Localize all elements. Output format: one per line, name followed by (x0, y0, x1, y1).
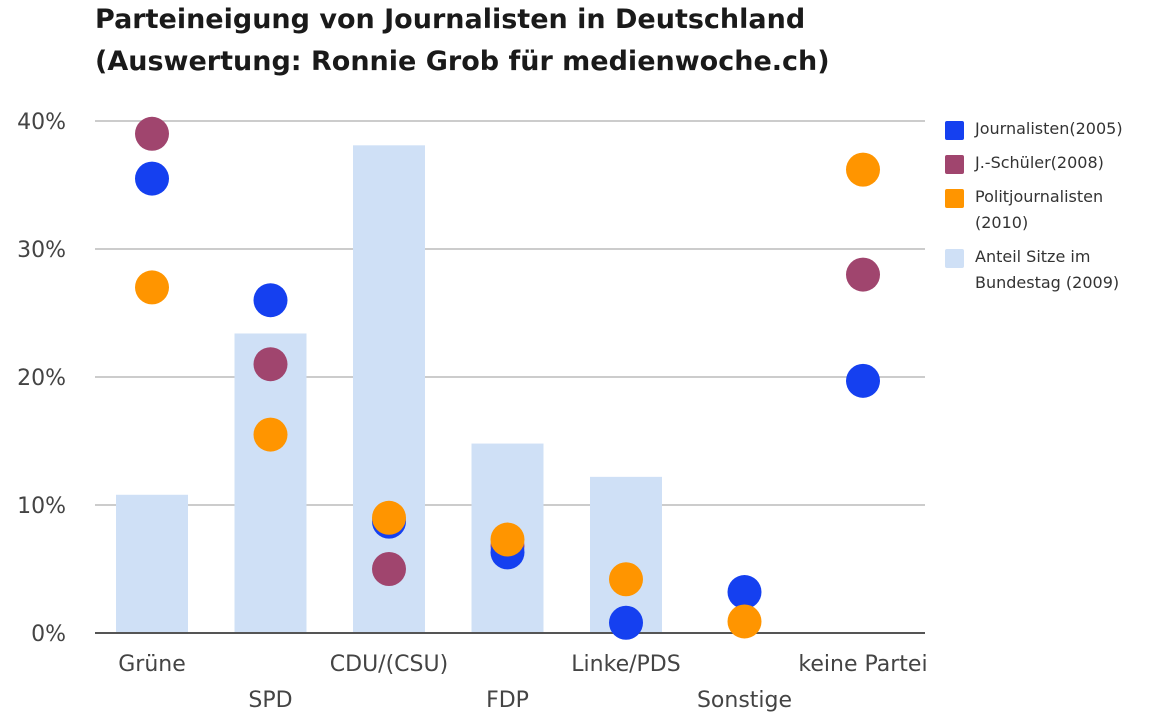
legend-label-bundestag-line1: Anteil Sitze im (975, 247, 1091, 266)
data-point (135, 270, 169, 305)
x-tick-label: Linke/PDS (571, 652, 680, 677)
legend-swatch-politjournalisten (945, 189, 964, 208)
data-point (372, 552, 406, 586)
x-tick-label: keine Partei (798, 652, 927, 677)
data-point (253, 283, 288, 318)
x-tick-label: FDP (486, 688, 529, 713)
y-tick-label: 10% (17, 494, 66, 519)
data-point (372, 500, 406, 535)
data-point (609, 605, 643, 640)
bar (116, 494, 188, 633)
data-point (846, 152, 880, 187)
legend-swatch-bundestag (945, 249, 964, 268)
legend: Journalisten(2005) J.-Schüler(2008) Poli… (945, 116, 1150, 304)
legend-label-j-schueler: J.-Schüler(2008) (975, 153, 1104, 172)
y-tick-label: 0% (31, 622, 66, 647)
y-tick-label: 20% (17, 366, 66, 391)
bar (234, 333, 307, 633)
legend-swatch-j-schueler (945, 155, 964, 174)
legend-item-politjournalisten: Politjournalisten (2010) (945, 184, 1150, 236)
legend-item-j-schueler: J.-Schüler(2008) (945, 150, 1150, 176)
legend-label-bundestag-line2: Bundestag (2009) (975, 273, 1120, 292)
legend-item-journalisten: Journalisten(2005) (945, 116, 1150, 142)
data-point (490, 522, 525, 557)
x-tick-label: CDU/(CSU) (330, 652, 448, 677)
legend-label-politjournalisten-line1: Politjournalisten (975, 187, 1104, 206)
legend-label-politjournalisten-line2: (2010) (975, 213, 1029, 232)
legend-item-bundestag: Anteil Sitze im Bundestag (2009) (945, 244, 1150, 296)
data-point (846, 257, 880, 292)
bar (353, 145, 425, 633)
x-tick-label: SPD (248, 688, 292, 713)
chart-title-line1: Parteineigung von Journalisten in Deutsc… (95, 4, 806, 35)
data-point (727, 604, 762, 639)
data-point (135, 116, 169, 151)
y-tick-label: 30% (17, 238, 66, 263)
legend-swatch-journalisten (945, 121, 964, 140)
y-tick-label: 40% (17, 110, 66, 135)
legend-label-journalisten: Journalisten(2005) (975, 119, 1123, 138)
x-tick-label: Sonstige (697, 688, 792, 713)
data-point (135, 161, 169, 196)
data-point (609, 562, 643, 597)
chart-title-line2: (Auswertung: Ronnie Grob für medienwoche… (95, 46, 830, 77)
x-tick-label: Grüne (118, 652, 186, 677)
data-point (727, 575, 762, 610)
data-point (846, 363, 880, 398)
data-point (253, 347, 288, 382)
data-point (253, 417, 288, 452)
